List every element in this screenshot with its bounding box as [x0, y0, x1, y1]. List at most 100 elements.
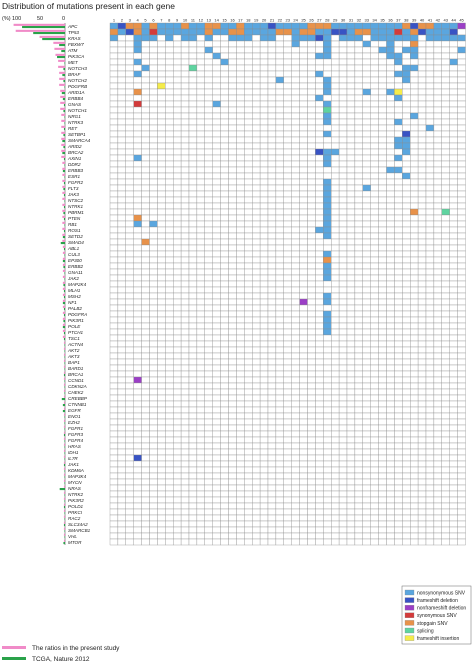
- cell-BARD1-28: [323, 364, 332, 372]
- cell-ARID2-23: [283, 142, 292, 150]
- cell-PRKCI-43: [441, 508, 450, 516]
- cell-PIK3R2-34: [370, 496, 379, 504]
- cell-PIK3CA-37: [394, 52, 403, 60]
- cell-BRCA1-11: [188, 370, 198, 378]
- cell-NOTCH1-44: [449, 106, 458, 114]
- cell-MYCN-45: [457, 478, 466, 486]
- cell-ENO1-17: [236, 412, 245, 420]
- cell-MSH2-23: [283, 292, 292, 300]
- cell-RB1-41: [425, 220, 435, 228]
- cell-CCND1-34: [370, 376, 379, 384]
- cell-ATM-26: [307, 46, 316, 54]
- cell-ERBB4-20: [259, 94, 269, 102]
- gene-label-CUL3: CUL3: [68, 252, 80, 257]
- cell-TSC1-2: [117, 334, 126, 342]
- cell-BRAF-30: [338, 70, 348, 78]
- cell-ERBB3-22: [275, 166, 284, 174]
- cell-POLD1-8: [165, 502, 174, 510]
- cell-NTRK2-6: [149, 490, 158, 498]
- bar-study-AKT3: [63, 353, 65, 356]
- cell-MAP2K4-31: [346, 280, 356, 288]
- cell-ERBB3-21: [267, 166, 277, 174]
- cell-ESR1-26: [307, 172, 316, 180]
- cell-ROS1-22: [275, 226, 284, 234]
- cell-ERBB2-12: [196, 262, 205, 270]
- cell-KDM6A-42: [433, 466, 442, 474]
- cell-PDGFRB-20: [259, 82, 269, 90]
- cell-KRAS-44: [449, 34, 458, 42]
- cell-MET-23: [283, 58, 292, 66]
- bar-study-IDH1: [63, 449, 65, 452]
- cell-NF1-36: [386, 298, 395, 306]
- cell-JAK2-33: [362, 274, 371, 282]
- cell-BRAF-38: [402, 70, 411, 78]
- gene-label-SMARCA4: SMARCA4: [68, 138, 91, 143]
- cell-IL7R-2: [117, 454, 126, 462]
- cell-ROS1-10: [180, 226, 190, 234]
- cell-ERBB2-17: [236, 262, 245, 270]
- cell-IL7R-9: [173, 454, 182, 462]
- cell-DDR2-39: [410, 160, 419, 168]
- cell-EP300-37: [394, 256, 403, 264]
- cell-PBRM1-35: [378, 208, 387, 216]
- cell-FBXW7-22: [275, 40, 284, 48]
- cell-CTNNB1-7: [157, 400, 166, 408]
- cell-EGFR-22: [275, 406, 284, 414]
- bar-study-ATM: [54, 47, 65, 50]
- cell-MTOR-17: [236, 538, 245, 546]
- cell-PDGFRA-31: [346, 310, 356, 318]
- cell-MYCN-12: [196, 478, 205, 486]
- column-label-9: 9: [176, 18, 179, 23]
- cell-VHL-43: [441, 532, 450, 540]
- cell-KRAS-34: [370, 34, 379, 42]
- cell-NTRK3-41: [425, 118, 435, 126]
- cell-BRAF-18: [244, 70, 253, 78]
- cell-MYCN-13: [204, 478, 213, 486]
- cell-NOTCH2-43: [441, 76, 450, 84]
- cell-EZH2-24: [291, 418, 300, 426]
- cell-PALB2-11: [188, 304, 198, 312]
- cell-DDR2-38: [402, 160, 411, 168]
- cell-NTSC2-19: [252, 196, 261, 204]
- cell-PALB2-13: [204, 304, 213, 312]
- cell-MAP2K4-3: [125, 280, 134, 288]
- cell-NTSC2-10: [180, 196, 190, 204]
- cell-PIK3CA-38: [402, 52, 411, 60]
- cell-JAK1-10: [180, 460, 190, 468]
- column-label-30: 30: [341, 18, 346, 23]
- cell-APC-19: [252, 22, 261, 30]
- cell-DDR2-5: [141, 160, 150, 168]
- cell-ENO1-10: [180, 412, 190, 420]
- cell-CHEK2-6: [149, 388, 158, 396]
- cell-MET-3: [125, 58, 134, 66]
- cell-PDGFRB-28: [323, 82, 332, 90]
- cell-MAP2K4-4: [133, 280, 142, 288]
- cell-NOTCH3-2: [117, 64, 126, 72]
- cell-TP53-34: [370, 28, 379, 36]
- cell-JAK1-8: [165, 460, 174, 468]
- cell-CCND1-2: [117, 376, 126, 384]
- cell-CTNNB1-43: [441, 400, 450, 408]
- cell-POLD1-27: [315, 502, 324, 510]
- cell-GNA11-28: [323, 268, 332, 276]
- cell-AKT3-8: [165, 352, 174, 360]
- cell-CREBBP-28: [323, 394, 332, 402]
- cell-SMARCA4-19: [252, 136, 261, 144]
- cell-KDM6A-32: [354, 466, 363, 474]
- cell-ACTN4-2: [117, 340, 126, 348]
- cell-ARID2-25: [299, 142, 308, 150]
- cell-BAP1-24: [291, 358, 300, 366]
- cell-MAP2K4-8: [165, 280, 174, 288]
- cell-ARID2-40: [417, 142, 427, 150]
- cell-AKT3-34: [370, 352, 379, 360]
- cell-CDKN2A-30: [338, 382, 348, 390]
- cell-ERBB4-13: [204, 94, 213, 102]
- cell-FGFR1-7: [157, 424, 166, 432]
- cell-FGFR4-33: [362, 436, 371, 444]
- cell-TP53-44: [449, 28, 458, 36]
- cell-ABL1-20: [259, 244, 269, 252]
- cell-NTRK2-36: [386, 490, 395, 498]
- cell-FGFR1-40: [417, 424, 427, 432]
- cell-SMARCA4-32: [354, 136, 363, 144]
- cell-IL7R-38: [402, 454, 411, 462]
